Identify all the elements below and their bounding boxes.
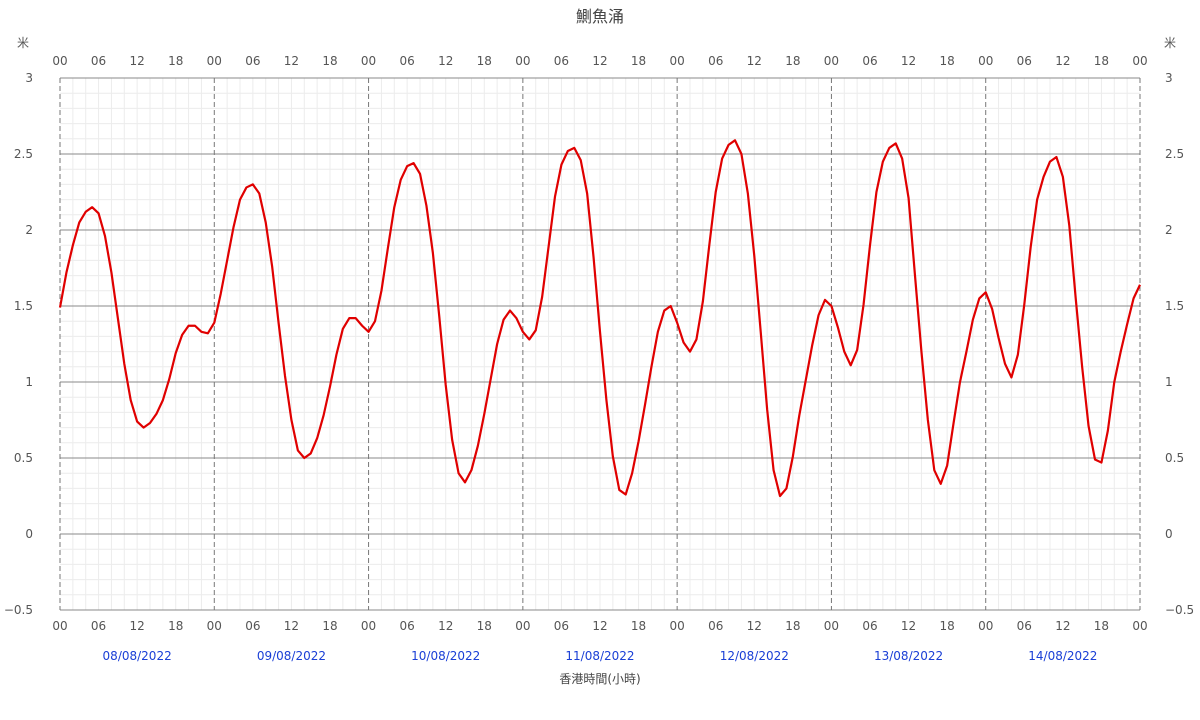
x-tick-label-top: 18 (1094, 54, 1109, 68)
y-tick-label-right: 1.5 (1165, 299, 1184, 313)
y-tick-label-right: 3 (1165, 71, 1173, 85)
x-tick-label-top: 00 (207, 54, 222, 68)
x-tick-label-top: 06 (91, 54, 106, 68)
y-tick-label-left: 1.5 (14, 299, 33, 313)
x-tick-label-bottom: 00 (824, 619, 839, 633)
x-tick-label-top: 00 (1132, 54, 1147, 68)
x-tick-label-top: 00 (52, 54, 67, 68)
date-label: 09/08/2022 (257, 649, 326, 663)
x-tick-label-bottom: 12 (592, 619, 607, 633)
x-tick-label-bottom: 12 (284, 619, 299, 633)
x-tick-label-top: 06 (1017, 54, 1032, 68)
x-tick-label-bottom: 12 (747, 619, 762, 633)
x-tick-label-top: 00 (824, 54, 839, 68)
x-tick-label-bottom: 00 (515, 619, 530, 633)
x-tick-label-top: 00 (515, 54, 530, 68)
y-tick-label-left: −0.5 (4, 603, 33, 617)
y-tick-label-right: 2.5 (1165, 147, 1184, 161)
y-tick-label-left: 3 (25, 71, 33, 85)
x-tick-label-top: 06 (554, 54, 569, 68)
x-tick-label-bottom: 12 (438, 619, 453, 633)
x-tick-label-bottom: 18 (168, 619, 183, 633)
y-axis-unit-right: 米 (1164, 36, 1176, 50)
day-divider-lines (59, 78, 1141, 610)
x-tick-label-top: 18 (168, 54, 183, 68)
x-tick-label-top: 12 (130, 54, 145, 68)
x-tick-label-top: 12 (747, 54, 762, 68)
x-tick-label-bottom: 06 (862, 619, 877, 633)
y-tick-label-right: 2 (1165, 223, 1173, 237)
x-tick-label-top: 18 (631, 54, 646, 68)
y-tick-label-left: 0 (25, 527, 33, 541)
date-label: 10/08/2022 (411, 649, 480, 663)
x-tick-label-top: 06 (708, 54, 723, 68)
y-tick-label-right: −0.5 (1165, 603, 1194, 617)
date-label: 12/08/2022 (720, 649, 789, 663)
x-tick-label-bottom: 00 (207, 619, 222, 633)
x-tick-label-bottom: 06 (245, 619, 260, 633)
x-tick-label-top: 00 (978, 54, 993, 68)
date-labels: 08/08/2022 09/08/2022 10/08/2022 11/08/2022… (103, 649, 1098, 663)
x-tick-label-bottom: 06 (708, 619, 723, 633)
x-tick-label-top: 18 (785, 54, 800, 68)
x-tick-label-bottom: 18 (322, 619, 337, 633)
x-tick-label-bottom: 12 (1055, 619, 1070, 633)
date-label: 08/08/2022 (103, 649, 172, 663)
x-tick-label-top: 12 (1055, 54, 1070, 68)
x-axis-label: 香港時間(小時) (559, 672, 640, 686)
y-tick-label-right: 0.5 (1165, 451, 1184, 465)
y-tick-label-left: 2 (25, 223, 33, 237)
x-ticks-top: 00 06 12 18 00 06 12 18 00 06 12 18 00 06 12 18 00 06 12 18… (52, 54, 1147, 68)
date-label: 13/08/2022 (874, 649, 943, 663)
x-tick-label-top: 12 (284, 54, 299, 68)
x-tick-label-bottom: 06 (91, 619, 106, 633)
x-tick-label-bottom: 00 (1132, 619, 1147, 633)
x-tick-label-bottom: 18 (1094, 619, 1109, 633)
tide-series-line (58, 139, 1141, 498)
y-tick-label-left: 2.5 (14, 147, 33, 161)
chart-title: 鰂魚涌 (576, 7, 624, 26)
x-tick-label-bottom: 06 (1017, 619, 1032, 633)
y-tick-label-right: 1 (1165, 375, 1173, 389)
x-tick-label-bottom: 18 (785, 619, 800, 633)
x-tick-label-top: 12 (438, 54, 453, 68)
x-tick-label-bottom: 00 (670, 619, 685, 633)
x-tick-label-top: 06 (245, 54, 260, 68)
y-axis-unit-left: 米 (17, 36, 29, 50)
minor-grid (60, 78, 1140, 610)
x-tick-label-bottom: 12 (901, 619, 916, 633)
x-ticks-bottom: 00 06 12 18 00 06 12 18 00 06 12 18 00 06 12 18 00 06 12 18… (52, 619, 1147, 633)
x-tick-label-bottom: 18 (940, 619, 955, 633)
x-tick-label-bottom: 00 (361, 619, 376, 633)
date-label: 14/08/2022 (1028, 649, 1097, 663)
y-ticks-left: −0.5 0 0.5 1 1.5 2 2.5 3 (4, 71, 33, 617)
x-tick-label-top: 06 (400, 54, 415, 68)
x-tick-label-bottom: 18 (477, 619, 492, 633)
x-tick-label-top: 12 (901, 54, 916, 68)
x-tick-label-bottom: 00 (52, 619, 67, 633)
y-tick-label-left: 1 (25, 375, 33, 389)
x-tick-label-top: 18 (477, 54, 492, 68)
y-tick-label-right: 0 (1165, 527, 1173, 541)
date-label: 11/08/2022 (565, 649, 634, 663)
y-ticks-right: −0.5 0 0.5 1 1.5 2 2.5 3 (1165, 71, 1194, 617)
x-tick-label-top: 06 (862, 54, 877, 68)
x-tick-label-top: 18 (940, 54, 955, 68)
x-tick-label-bottom: 00 (978, 619, 993, 633)
x-tick-label-top: 00 (361, 54, 376, 68)
x-tick-label-top: 12 (592, 54, 607, 68)
x-tick-label-bottom: 06 (400, 619, 415, 633)
x-tick-label-bottom: 18 (631, 619, 646, 633)
x-tick-label-top: 00 (670, 54, 685, 68)
y-tick-label-left: 0.5 (14, 451, 33, 465)
x-tick-label-bottom: 12 (130, 619, 145, 633)
x-tick-label-top: 18 (322, 54, 337, 68)
x-tick-label-bottom: 06 (554, 619, 569, 633)
